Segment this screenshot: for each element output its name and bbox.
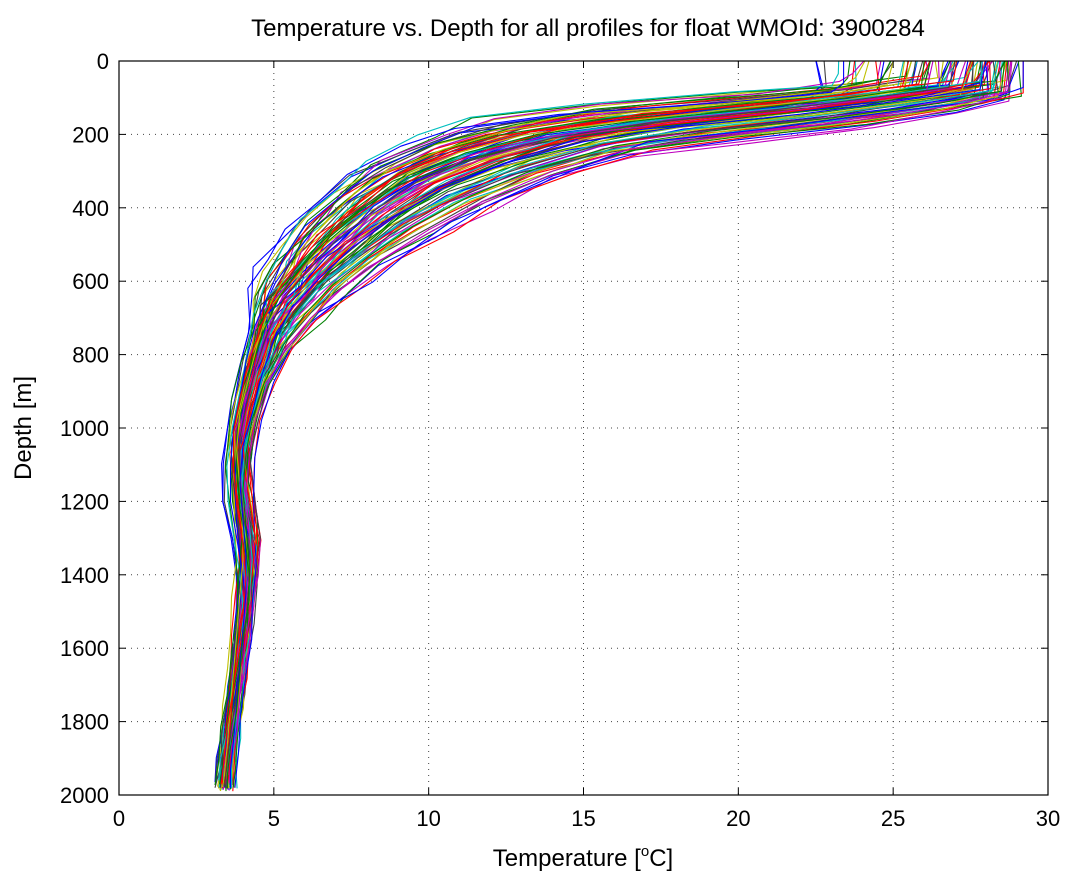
y-tick-label: 600 [72,269,109,294]
y-tick-label: 1200 [60,489,109,514]
y-tick-label: 1000 [60,416,109,441]
y-tick-label: 1400 [60,563,109,588]
profile-line [234,61,1024,788]
x-tick-label: 5 [268,806,280,831]
x-tick-label: 25 [881,806,905,831]
grid-lines [119,61,1048,795]
y-axis-title: Depth [m] [10,376,37,480]
profile-line [229,61,952,783]
y-tick-label: 400 [72,196,109,221]
x-axis-title-prefix: Temperature [ [493,845,641,872]
x-tick-label: 15 [571,806,595,831]
profile-line [220,61,845,781]
y-tick-label: 2000 [60,783,109,808]
y-tick-label: 1800 [60,710,109,735]
profile-line [226,61,1006,789]
chart-title: Temperature vs. Depth for all profiles f… [251,15,925,42]
x-axis-title-degree: o [641,843,649,860]
axis-ticks [118,60,1049,796]
profile-line [214,61,931,788]
profile-lines [214,61,1024,792]
y-tick-label: 1600 [60,636,109,661]
x-axis-title-suffix: C] [649,845,673,872]
profile-line [220,61,910,785]
y-tick-label: 0 [97,49,109,74]
profile-line [216,61,870,777]
x-tick-label: 0 [113,806,125,831]
profile-line [223,61,972,786]
profile-line [232,61,1024,792]
x-tick-label: 30 [1036,806,1060,831]
profile-line [229,61,987,788]
y-tick-labels: 0 200 400 600 800 1000 1200 1400 1600 1800 2000 [60,49,109,808]
profile-line [228,61,934,784]
profile-line [223,61,894,777]
x-tick-label: 20 [726,806,750,831]
profile-line [224,61,891,778]
y-tick-label: 200 [72,122,109,147]
profile-line [214,61,892,786]
y-tick-label: 800 [72,343,109,368]
x-tick-labels: 0 5 10 15 20 25 30 [113,806,1060,831]
x-tick-label: 10 [416,806,440,831]
x-axis-title: Temperature [oC] [493,843,673,872]
